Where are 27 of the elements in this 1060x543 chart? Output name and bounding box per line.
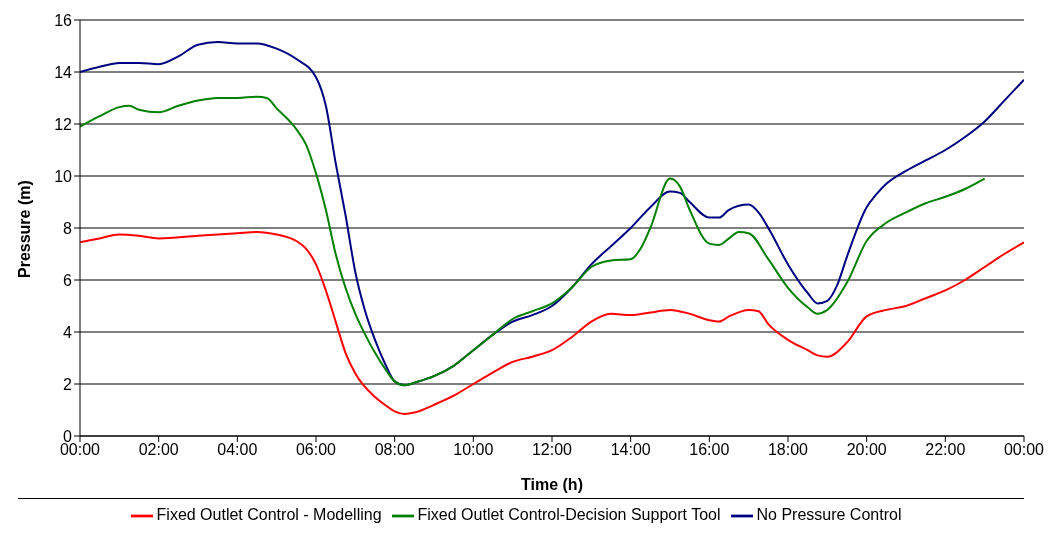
x-tick-label: 10:00 (453, 441, 494, 459)
legend-label: No Pressure Control (756, 506, 902, 524)
x-tick-label: 20:00 (846, 441, 887, 459)
x-tick-label: 12:00 (531, 441, 573, 459)
line-series (80, 95, 986, 387)
y-tick-label: 4 (63, 323, 73, 341)
x-tick-label: 06:00 (295, 441, 337, 459)
y-tick-label: 14 (54, 63, 73, 81)
x-tick-label: 08:00 (374, 441, 415, 459)
y-tick-label: 6 (63, 271, 73, 289)
y-tick-label: 8 (63, 219, 73, 237)
x-tick-label: 00:00 (59, 441, 101, 459)
x-tick-label: 04:00 (217, 441, 258, 459)
x-tick-label: 18:00 (767, 441, 809, 459)
y-axis-title: Pressure (m) (15, 180, 33, 278)
x-tick-label: 22:00 (925, 441, 966, 459)
legend-label: Fixed Outlet Control - Modelling (156, 506, 382, 524)
x-tick-label: 00:00 (1003, 441, 1045, 459)
y-tick-label: 10 (54, 167, 73, 185)
y-tick-label: 12 (54, 115, 73, 133)
x-tick-label: 14:00 (610, 441, 651, 459)
x-tick-label: 02:00 (138, 441, 179, 459)
x-tick-label: 16:00 (689, 441, 730, 459)
y-tick-label: 16 (54, 11, 73, 29)
x-axis-title: Time (h) (521, 476, 583, 493)
y-tick-label: 2 (63, 375, 73, 393)
legend-label: Fixed Outlet Control-Decision Support Tool (417, 506, 721, 524)
